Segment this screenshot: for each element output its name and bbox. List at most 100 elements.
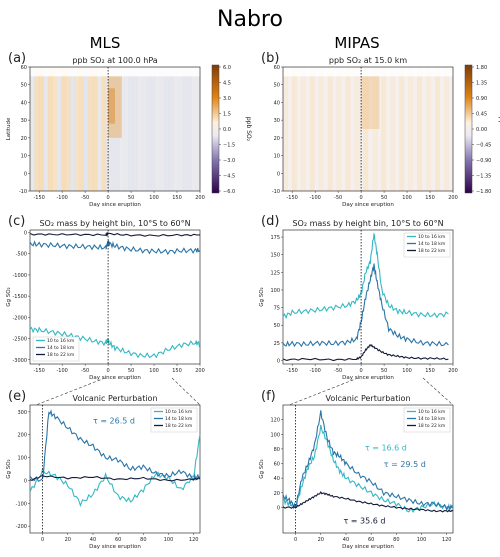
y-tick-label: 50	[274, 323, 280, 329]
heatmap-cell	[296, 67, 302, 191]
colorbar-tick-label: −0.45	[476, 143, 491, 149]
x-tick-label: 80	[393, 537, 399, 543]
heatmap-cell	[56, 67, 62, 191]
colorbar-tick-label: −4.5	[223, 174, 235, 180]
heatmap-cell	[327, 67, 333, 191]
x-tick-label: -150	[287, 195, 298, 201]
y-tick-label: 60	[21, 65, 27, 71]
y-tick-label: 10	[21, 154, 27, 160]
heatmap-cell	[61, 67, 67, 191]
heatmap-cell	[52, 67, 58, 191]
y-tick-label: 0	[24, 171, 27, 177]
y-tick-label: 0	[277, 358, 280, 364]
x-tick-label: 100	[164, 537, 174, 543]
y-tick-label: 100	[270, 288, 280, 294]
heatmap-cell	[448, 67, 454, 191]
x-tick-label: 0	[360, 195, 363, 201]
axes-frame	[282, 404, 454, 534]
heatmap-cell	[155, 67, 161, 191]
heatmap-nodata	[30, 67, 200, 77]
colorbar-tick-label: −0.90	[476, 158, 491, 164]
connector-line	[288, 377, 359, 406]
x-tick-label: 200	[448, 195, 458, 201]
heatmap-cell	[47, 67, 53, 191]
y-tick-label: 30	[274, 118, 280, 124]
panel-title: SO₂ mass by height bin, 10°S to 60°N	[292, 219, 443, 228]
legend-label: 10 to 16 km	[418, 234, 445, 240]
colorbar	[211, 64, 220, 194]
heatmap-cell	[444, 67, 449, 191]
legend-label: 14 to 18 km	[165, 416, 192, 422]
x-tick-label: 60	[368, 537, 374, 543]
y-tick-label: 0	[277, 171, 280, 177]
x-tick-label: 100	[149, 368, 159, 374]
heatmap-cell	[97, 67, 102, 191]
heatmap-cell	[159, 67, 165, 191]
y-tick-label: 200	[17, 433, 27, 439]
panel-c: (c) SO₂ mass by height bin, 10°S to 60°N -…	[6, 214, 205, 381]
x-tick-label: 100	[417, 537, 427, 543]
panel-b: (b) ppb SO₂ at 15.0 km 1.80 1.35 0.90 0.45 0.0…	[261, 51, 500, 208]
colorbar	[464, 64, 473, 194]
annotation: τ = 26.5 d	[93, 416, 135, 425]
heatmap-cell	[394, 67, 400, 191]
y-tick-label: 10	[274, 154, 280, 160]
heatmap-cell	[150, 67, 156, 191]
panel-label: (f)	[261, 389, 276, 404]
panel-label: (a)	[8, 51, 26, 66]
heatmap-cell	[399, 67, 405, 191]
connector-line	[422, 377, 454, 406]
connector-line	[35, 377, 106, 406]
connector-line	[171, 377, 201, 406]
annotation: τ = 29.5 d	[384, 460, 426, 469]
legend-label: 18 to 22 km	[418, 248, 445, 254]
y-tick-label: 40	[274, 100, 280, 106]
heatmap-cell	[403, 67, 409, 191]
x-axis-label: Day since eruption	[89, 202, 141, 208]
y-tick-label: 300	[17, 410, 27, 416]
heatmap-cell	[132, 67, 138, 191]
heatmap-cell	[101, 67, 107, 191]
y-tick-label: -200	[16, 524, 27, 530]
legend-label: 10 to 16 km	[165, 409, 192, 415]
figure-title: Nabro	[217, 7, 283, 32]
x-tick-label: 100	[402, 368, 412, 374]
legend-label: 10 to 16 km	[47, 338, 74, 344]
x-tick-label: 20	[65, 537, 71, 543]
colorbar-tick-label: −1.80	[476, 189, 491, 195]
x-tick-label: 0	[360, 368, 363, 374]
series-line	[29, 434, 201, 508]
legend-label: 14 to 18 km	[47, 345, 74, 351]
heatmap-cell	[43, 67, 49, 191]
heatmap-cell	[38, 67, 44, 191]
heatmap-cell	[421, 67, 427, 191]
heatmap-cell	[305, 67, 311, 191]
y-tick-label: -10	[272, 189, 280, 195]
heatmap-cell	[30, 67, 35, 191]
panel-label: (b)	[261, 51, 279, 66]
y-tick-label: -100	[16, 501, 27, 507]
axes-frame	[29, 66, 201, 192]
heatmap-cell	[291, 67, 297, 191]
colorbar-label: ppb SO₂	[245, 117, 252, 142]
heatmap-cell	[435, 67, 440, 191]
heatmap-cell	[354, 67, 360, 191]
x-tick-label: -50	[81, 368, 89, 374]
panel-label: (d)	[261, 214, 279, 229]
heatmap-cell	[439, 67, 445, 191]
colorbar-label: ppb SO₂	[498, 117, 500, 142]
y-tick-label: 75	[274, 306, 280, 312]
heatmap-cell	[74, 67, 80, 191]
colorbar-tick-label: −6.0	[223, 189, 235, 195]
x-tick-label: 0	[41, 537, 44, 543]
y-tick-label: -3000	[12, 358, 27, 364]
x-tick-label: -100	[56, 195, 67, 201]
x-tick-label: -50	[334, 195, 342, 201]
heatmap-cell	[79, 67, 85, 191]
x-tick-label: -150	[34, 368, 45, 374]
y-axis-label: Gg SO₂	[259, 287, 265, 307]
heatmap-cell	[119, 67, 125, 191]
x-axis-label: Day since eruption	[342, 202, 394, 208]
